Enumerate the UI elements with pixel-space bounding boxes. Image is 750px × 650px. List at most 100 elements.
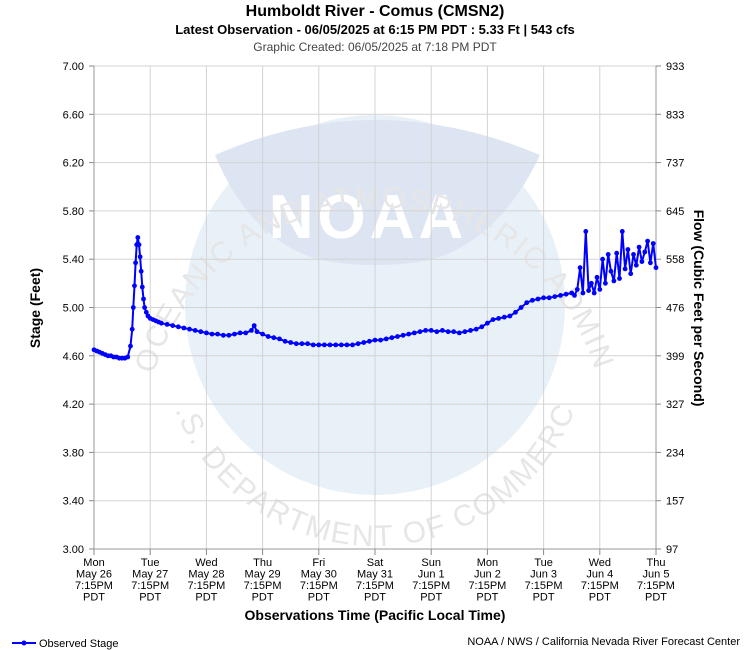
data-point xyxy=(170,323,176,328)
data-point xyxy=(611,278,617,284)
data-point xyxy=(282,338,288,344)
data-point xyxy=(501,314,507,320)
x-tick-label: May 27 xyxy=(132,569,168,581)
graphic-created-text: Graphic Created: 06/05/2025 at 7:18 PM P… xyxy=(253,40,497,54)
x-tick-label: PDT xyxy=(139,592,161,604)
x-tick-label: PDT xyxy=(420,592,442,604)
data-point xyxy=(541,295,546,301)
x-tick-label: 7:15PM xyxy=(244,580,282,592)
x-tick-label: 7:15PM xyxy=(356,580,394,592)
data-point xyxy=(271,335,277,341)
x-tick-label: Mon xyxy=(83,557,104,569)
data-point xyxy=(650,241,656,246)
data-point xyxy=(451,329,457,335)
y-tick-label: 7.00 xyxy=(63,61,84,73)
x-tick-label: Jun 4 xyxy=(586,569,613,581)
data-point xyxy=(628,271,634,277)
y-tick-label: 3.80 xyxy=(63,447,84,459)
x-tick-label: Mon xyxy=(477,557,498,569)
data-point xyxy=(600,256,605,262)
x-tick-label: 7:15PM xyxy=(187,580,225,592)
x-tick-label: May 31 xyxy=(357,569,393,581)
x-tick-label: Jun 5 xyxy=(643,569,670,581)
data-point xyxy=(552,294,558,299)
data-point xyxy=(164,322,170,327)
y2-axis-label: Flow (Cubic Feet per Second) xyxy=(691,210,707,407)
data-point xyxy=(636,244,642,250)
x-tick-label: 7:15PM xyxy=(525,580,563,592)
data-point xyxy=(215,331,221,337)
x-tick-label: Jun 1 xyxy=(418,569,445,581)
y-tick-label: 4.20 xyxy=(63,399,84,411)
y2-tick-label: 399 xyxy=(666,351,684,363)
y-tick-label: 5.40 xyxy=(63,254,84,266)
data-point xyxy=(589,280,594,286)
data-point xyxy=(524,300,530,306)
data-point xyxy=(133,260,139,266)
data-point xyxy=(434,329,440,335)
x-tick-label: Wed xyxy=(195,557,217,569)
data-point xyxy=(135,235,141,240)
data-point xyxy=(243,330,249,336)
data-point xyxy=(136,242,142,248)
data-point xyxy=(411,330,417,336)
x-tick-label: PDT xyxy=(252,592,274,604)
y2-tick-label: 327 xyxy=(666,399,684,411)
chart-subtitle: Latest Observation - 06/05/2025 at 6:15 … xyxy=(175,22,575,37)
data-point xyxy=(479,324,485,330)
x-tick-label: PDT xyxy=(195,592,217,604)
x-tick-label: PDT xyxy=(645,592,667,604)
data-point xyxy=(159,320,164,326)
data-point xyxy=(143,309,149,315)
y2-tick-label: 157 xyxy=(666,496,684,508)
data-point xyxy=(608,268,614,274)
x-tick-label: PDT xyxy=(308,592,330,604)
data-point xyxy=(367,338,372,344)
y-tick-label: 6.20 xyxy=(63,158,84,170)
data-point xyxy=(456,330,462,336)
data-point xyxy=(423,328,428,333)
x-tick-label: May 26 xyxy=(76,569,112,581)
data-point xyxy=(440,328,445,333)
data-point xyxy=(192,328,198,333)
data-point xyxy=(142,305,148,310)
data-point xyxy=(645,238,650,244)
x-tick-label: 7:15PM xyxy=(131,580,169,592)
x-axis-label: Observations Time (Pacific Local Time) xyxy=(245,607,506,623)
noaa-logo-watermark: NOAA NATIONAL OCEANIC AND ATMOSPHERIC AD… xyxy=(0,0,618,553)
data-point xyxy=(305,341,310,347)
data-point xyxy=(558,293,563,298)
data-point xyxy=(220,332,226,338)
data-point xyxy=(132,283,137,289)
data-point xyxy=(277,336,282,342)
x-tick-label: PDT xyxy=(476,592,498,604)
x-tick-label: May 29 xyxy=(245,569,281,581)
y2-tick-label: 645 xyxy=(666,206,684,218)
data-point xyxy=(631,252,636,257)
data-point xyxy=(428,328,434,333)
x-tick-label: 7:15PM xyxy=(75,580,113,592)
data-point xyxy=(389,335,395,341)
data-point xyxy=(175,324,181,330)
data-point xyxy=(141,296,146,302)
y-tick-label: 3.40 xyxy=(63,496,84,508)
data-point xyxy=(333,342,339,348)
data-point xyxy=(583,229,589,234)
data-point xyxy=(138,268,144,274)
x-tick-label: Sun xyxy=(421,557,441,569)
data-point xyxy=(254,329,260,335)
data-point xyxy=(265,334,271,339)
data-point xyxy=(614,250,620,256)
data-point xyxy=(563,291,569,297)
x-tick-label: Thu xyxy=(647,557,666,569)
data-point xyxy=(535,296,541,302)
y2-tick-label: 737 xyxy=(666,158,684,170)
data-point xyxy=(639,259,645,264)
x-tick-label: Tue xyxy=(141,557,160,569)
data-point xyxy=(128,343,133,349)
data-point xyxy=(137,254,143,260)
y-tick-label: 4.60 xyxy=(63,351,84,363)
data-point xyxy=(417,329,423,335)
data-point xyxy=(322,342,327,348)
